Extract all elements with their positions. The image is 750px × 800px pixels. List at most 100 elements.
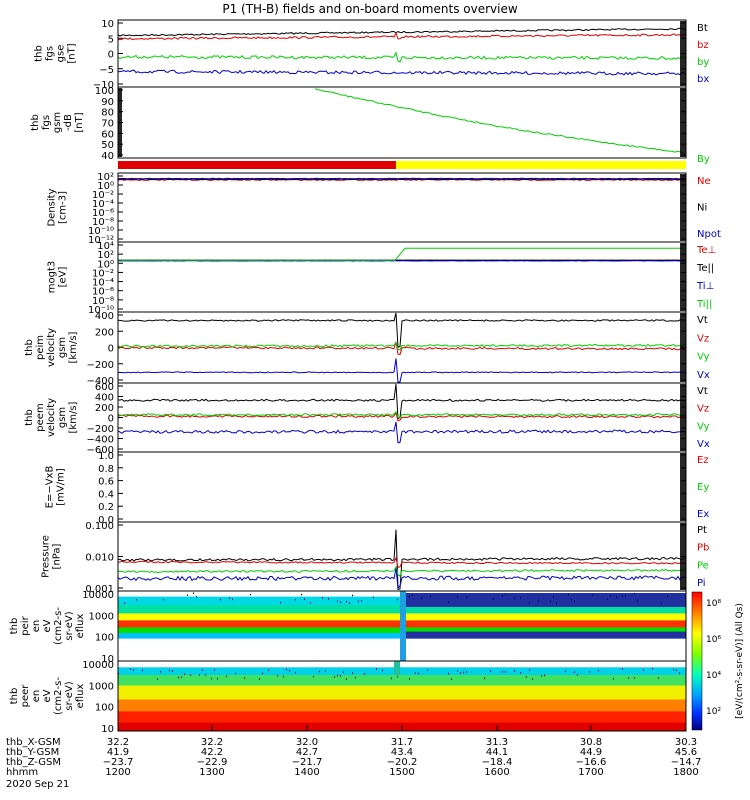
series-By-line bbox=[314, 88, 685, 154]
series-Vt-line bbox=[118, 312, 686, 348]
noise-dot bbox=[577, 673, 578, 676]
noise-dot bbox=[490, 670, 491, 672]
x-row-value: 1800 bbox=[673, 767, 698, 778]
series-Vy-line bbox=[117, 341, 687, 351]
y-tick-label: −400 bbox=[87, 376, 114, 387]
legend-Pe: Pe bbox=[697, 560, 709, 571]
noise-dot bbox=[460, 672, 461, 674]
y-axis-label: [nT] bbox=[74, 112, 85, 132]
y-axis-label: -dB bbox=[63, 114, 74, 131]
noise-dot bbox=[409, 595, 410, 598]
x-row-value: 32.0 bbox=[296, 737, 318, 748]
x-row-label: thb_Y-GSM bbox=[6, 747, 59, 758]
noise-dot bbox=[202, 669, 203, 671]
noise-dot bbox=[373, 596, 374, 599]
legend-Ti⊥: Ti⊥ bbox=[696, 281, 714, 292]
noise-dot bbox=[136, 599, 137, 601]
legend-Vt: Vt bbox=[697, 386, 708, 397]
series-Vz-line bbox=[117, 411, 687, 422]
edge-marker bbox=[680, 21, 686, 86]
noise-dot bbox=[259, 678, 260, 680]
noise-dot bbox=[667, 595, 668, 598]
y-tick-label: 10⁻⁸ bbox=[92, 296, 114, 307]
x-row-value: −16.6 bbox=[576, 757, 607, 768]
noise-dot bbox=[235, 672, 236, 675]
noise-dot bbox=[502, 671, 503, 673]
panel-frame bbox=[117, 86, 687, 159]
legend-bz: bz bbox=[697, 40, 709, 51]
noise-dot bbox=[160, 671, 161, 673]
noise-dot bbox=[502, 595, 503, 597]
colorbar: 10⁸ 10⁶ 10⁴ 10² [eV/(cm²-s-sr-eV)] (All Qs) bbox=[691, 591, 745, 731]
noise-dot bbox=[289, 669, 290, 672]
legend-Ni: Ni bbox=[697, 203, 707, 214]
y-tick-label: 60 bbox=[101, 129, 114, 140]
status-bar-yellow bbox=[396, 161, 686, 169]
y-axis-label: gsm bbox=[57, 337, 68, 358]
noise-dot bbox=[529, 669, 530, 671]
y-tick-label: 10⁴ bbox=[97, 241, 114, 252]
legend-Ti||: Ti|| bbox=[696, 299, 712, 310]
noise-dot bbox=[268, 669, 269, 672]
x-row-value: 1200 bbox=[105, 767, 130, 778]
edge-marker bbox=[118, 88, 122, 157]
x-row-label: thb_Z-GSM bbox=[6, 757, 61, 768]
y-axis-label: E=−VxB bbox=[45, 466, 56, 509]
y-axis-label: [mV/m] bbox=[56, 468, 67, 506]
edge-marker bbox=[680, 384, 686, 451]
y-tick-label: 10⁻⁶ bbox=[92, 287, 114, 298]
noise-dot bbox=[319, 670, 320, 673]
figure-title: P1 (TH-B) fields and on-board moments ov… bbox=[222, 2, 518, 16]
noise-dot bbox=[673, 669, 674, 671]
x-row-value: 44.9 bbox=[580, 747, 602, 758]
y-axis-label: thb bbox=[30, 114, 41, 131]
x-row-value: 30.3 bbox=[675, 737, 697, 748]
x-row-value: 44.1 bbox=[486, 747, 508, 758]
noise-dot bbox=[169, 669, 170, 672]
series-Pt-line bbox=[117, 529, 686, 591]
noise-dot bbox=[643, 669, 644, 671]
y-axis-label: peim bbox=[35, 335, 46, 360]
noise-dot bbox=[376, 668, 377, 670]
noise-dot bbox=[652, 668, 653, 670]
y-tick-label: 10 bbox=[101, 724, 114, 735]
y-tick-label: 50 bbox=[101, 140, 114, 151]
panel-frame bbox=[117, 19, 687, 88]
noise-dot bbox=[142, 669, 143, 672]
x-row-value: 31.3 bbox=[486, 737, 508, 748]
noise-dot bbox=[409, 678, 410, 680]
x-row-value: −21.7 bbox=[292, 757, 323, 768]
y-tick-label: −200 bbox=[87, 424, 114, 435]
noise-dot bbox=[163, 598, 164, 601]
y-tick-label: 0 bbox=[108, 344, 114, 355]
y-axis-label: [nT] bbox=[67, 43, 78, 63]
noise-dot bbox=[661, 602, 662, 605]
edge-marker bbox=[680, 453, 686, 521]
noise-dot bbox=[352, 594, 353, 597]
y-axis-label: [km/s] bbox=[68, 331, 79, 363]
noise-dot bbox=[637, 599, 638, 602]
legend-Vz: Vz bbox=[697, 404, 709, 415]
noise-dot bbox=[220, 598, 221, 601]
y-tick-label: 5 bbox=[108, 34, 114, 45]
y-tick-label: 0.100 bbox=[85, 521, 114, 532]
noise-dot bbox=[178, 676, 179, 679]
noise-dot bbox=[529, 602, 530, 604]
x-row-value: −22.9 bbox=[197, 757, 228, 768]
spectrogram-band bbox=[118, 699, 686, 712]
noise-dot bbox=[157, 678, 158, 680]
y-tick-label: 10⁻² bbox=[92, 268, 114, 279]
x-row-label: hhmm bbox=[6, 767, 38, 778]
series-bx-line bbox=[118, 69, 687, 76]
y-tick-label: 10 bbox=[101, 654, 114, 665]
noise-dot bbox=[430, 595, 431, 598]
y-tick-label: 100 bbox=[95, 633, 114, 644]
noise-dot bbox=[451, 678, 452, 680]
series-Pb-line bbox=[117, 556, 687, 569]
y-axis-label: (cm2-s- bbox=[53, 607, 64, 645]
noise-dot bbox=[427, 669, 428, 671]
y-axis-label: thb bbox=[34, 45, 45, 62]
y-tick-label: 0 bbox=[108, 414, 114, 425]
noise-dot bbox=[250, 593, 251, 596]
